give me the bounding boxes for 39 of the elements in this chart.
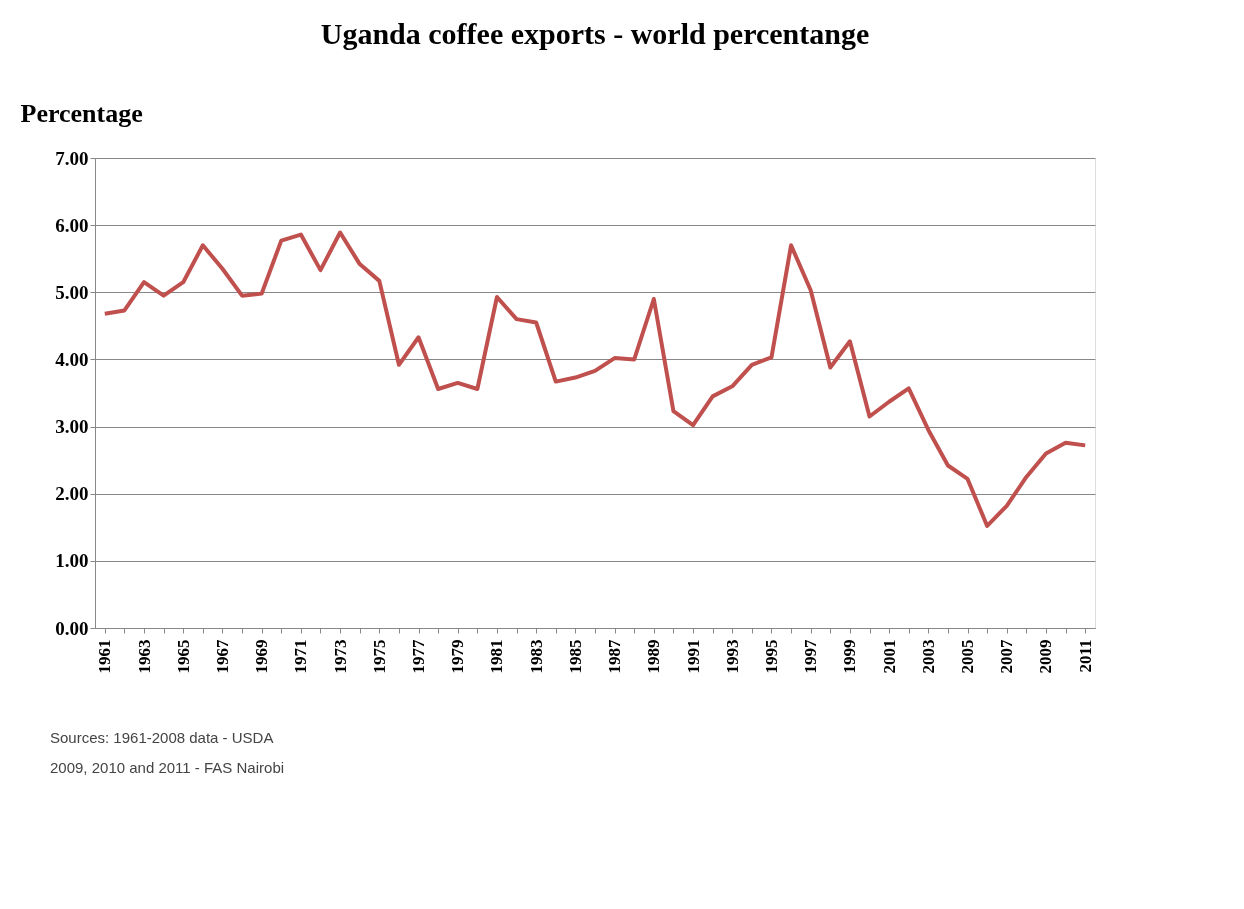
text: 2009, 2010 and 2011 - FAS Nairobi — [50, 759, 285, 776]
source-note: Sources: 1961-2008 data - USDA — [50, 729, 274, 746]
x-tick-label: 1979 — [448, 639, 468, 674]
x-tick-label: 2005 — [958, 639, 978, 674]
x-tick-label: 1989 — [644, 639, 664, 674]
line-series — [102, 230, 1088, 528]
x-tick-label: 1977 — [409, 639, 429, 674]
x-tick-label: 2009 — [1036, 639, 1056, 674]
x-tick-label: 1991 — [683, 639, 703, 674]
x-tick-label: 1993 — [722, 639, 742, 674]
x-tick-label: 1969 — [252, 639, 272, 674]
x-tick-label: 1971 — [291, 639, 311, 674]
x-tick-label: 1965 — [173, 639, 193, 674]
y-tick-label: 2.00 — [55, 483, 89, 505]
x-tick-label: 2011 — [1075, 639, 1095, 673]
y-tick-label: 5.00 — [55, 281, 89, 303]
x-tick-label: 1983 — [526, 639, 546, 674]
y-tick-label: 3.00 — [55, 416, 89, 438]
x-tick-label: 1975 — [369, 639, 389, 674]
x-tick-label: 2003 — [918, 639, 938, 674]
x-tick-label: 1987 — [605, 639, 625, 674]
x-tick-label: 1999 — [840, 639, 860, 674]
y-tick-label: 1.00 — [55, 550, 89, 572]
x-tick-label: 1981 — [487, 639, 507, 674]
y-axis-title: Percentage — [20, 98, 143, 128]
x-tick-label: 1997 — [801, 639, 821, 674]
y-tick-label: 4.00 — [55, 348, 89, 370]
x-tick-label: 1961 — [95, 639, 115, 674]
x-tick-label: 2001 — [879, 639, 899, 674]
x-tick-label: 1985 — [565, 639, 585, 674]
x-tick-label: 2007 — [997, 639, 1017, 674]
y-tick-label: 7.00 — [55, 147, 89, 169]
x-tick-label: 1963 — [134, 639, 154, 674]
x-tick-label: 1995 — [761, 639, 781, 674]
x-tick-label: 1973 — [330, 639, 350, 674]
chart-title: Uganda coffee exports - world percentange — [320, 17, 870, 50]
x-tick-label: 1967 — [212, 639, 232, 674]
y-tick-label: 0.00 — [55, 617, 89, 639]
y-tick-label: 6.00 — [55, 214, 89, 236]
